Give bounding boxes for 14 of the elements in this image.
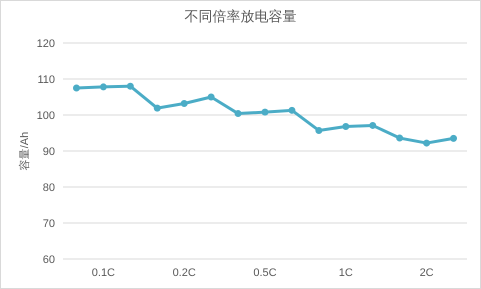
title: 不同倍率放电容量 [184,8,296,24]
ytick: 100 [36,110,55,122]
ytick: 110 [37,74,55,86]
xtick: 1C [338,267,353,279]
ytick: 70 [42,218,55,230]
ytick: 60 [42,254,55,266]
xtick: 0.2C [172,267,196,279]
ytick: 90 [42,146,55,158]
xtick: 2C [420,267,434,279]
ytick: 80 [42,182,55,194]
ytick: 120 [36,38,55,50]
xtick: 0.1C [92,267,116,279]
xtick: 0.5C [253,267,277,279]
ylabel: 容量/Ah [19,132,31,170]
